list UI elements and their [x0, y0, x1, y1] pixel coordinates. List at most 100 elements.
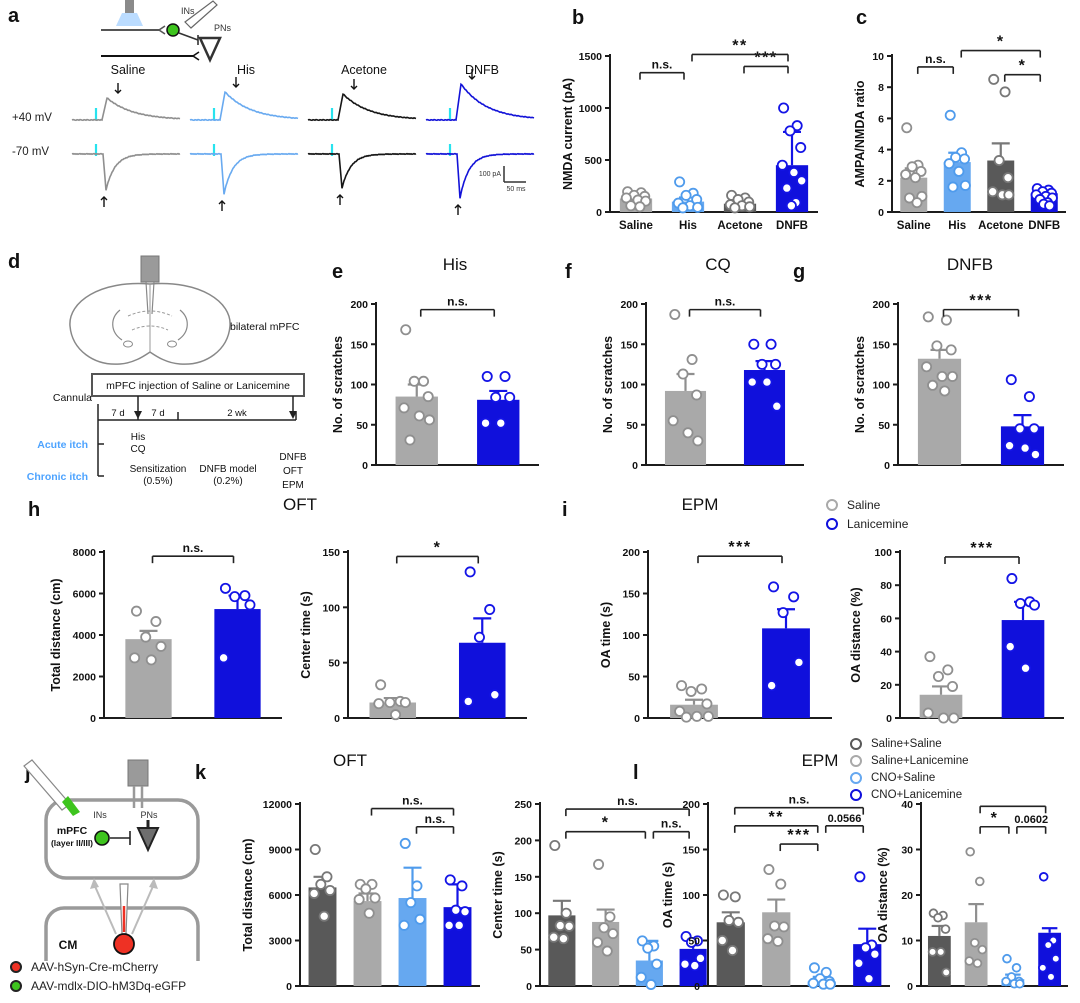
endpoint-epm: EPM — [282, 480, 304, 491]
svg-text:4: 4 — [878, 145, 884, 157]
svg-text:0: 0 — [878, 207, 884, 219]
acute-his: His — [131, 432, 145, 443]
bar-chart-svg-i1: 0 50 100 150 200 OA time (s) *** — [599, 539, 832, 725]
svg-text:No. of scratches: No. of scratches — [853, 336, 867, 433]
svg-text:100: 100 — [874, 547, 892, 559]
cannula-icon — [140, 255, 160, 283]
open-circle-marker-icon — [826, 518, 838, 530]
svg-text:0: 0 — [526, 981, 532, 993]
svg-text:50: 50 — [626, 420, 638, 432]
svg-text:His: His — [679, 220, 697, 232]
svg-text:200: 200 — [620, 299, 638, 311]
svg-text:***: *** — [728, 539, 751, 556]
significance-brackets: n.s. — [151, 541, 235, 564]
data-points — [716, 864, 881, 990]
svg-text:0: 0 — [362, 460, 368, 472]
svg-text:150: 150 — [350, 339, 368, 351]
chart-title-his: His — [442, 255, 468, 274]
svg-text:0: 0 — [694, 981, 700, 993]
svg-text:2000: 2000 — [73, 672, 97, 684]
svg-text:150: 150 — [514, 872, 532, 884]
chart-cq-scratches: 0 50 100 150 200 No. of scratches n.s. — [600, 280, 820, 480]
data-points — [308, 837, 471, 931]
svg-text:DNFB: DNFB — [776, 220, 808, 232]
svg-text:Acetone: Acetone — [341, 63, 387, 77]
svg-text:10: 10 — [872, 51, 884, 63]
svg-text:0: 0 — [596, 207, 602, 219]
light-beam-icon — [116, 13, 143, 26]
svg-text:100: 100 — [620, 380, 638, 392]
panel-label-k: k — [195, 762, 207, 784]
svg-text:*: * — [1019, 58, 1027, 75]
chart-epm-oa-distance: 0 20 40 60 80 100 OA distance (%) *** — [848, 528, 1078, 733]
chart-ampa-nmda-ratio: 0 2 4 6 8 10 AMPA/NMDA ratio n.s. * * Saline His Ace… — [852, 12, 1078, 247]
svg-text:0: 0 — [286, 981, 292, 993]
panel-label-g: g — [793, 261, 806, 283]
bar-chart-svg-g: 0 50 100 150 200 No. of scratches *** — [853, 293, 1064, 472]
svg-text:Total distance (cm): Total distance (cm) — [241, 839, 255, 952]
bar-chart-svg-k1: 0 3000 6000 9000 12000 Total distance (cm) n.s… — [241, 794, 480, 993]
ins-label: INs — [181, 6, 195, 16]
svg-text:100: 100 — [322, 602, 340, 614]
pipette-green-tip-icon — [62, 796, 80, 816]
open-circle-marker-icon — [850, 772, 862, 784]
legend-label: Saline+Saline — [871, 738, 942, 750]
chart-title-cq: CQ — [705, 255, 731, 274]
sensitization-label: Sensitization — [130, 464, 187, 475]
svg-text:200: 200 — [682, 799, 700, 811]
svg-text:6: 6 — [878, 113, 884, 125]
acute-cq: CQ — [131, 444, 146, 455]
svg-text:0: 0 — [884, 460, 890, 472]
svg-text:4000: 4000 — [73, 630, 97, 642]
bar-chart-svg-c: 0 2 4 6 8 10 AMPA/NMDA ratio n.s. * * Saline His Ace… — [853, 34, 1066, 232]
svg-text:His: His — [237, 63, 255, 77]
svg-text:OA time (s): OA time (s) — [599, 602, 613, 668]
svg-text:Total distance (cm): Total distance (cm) — [49, 579, 63, 692]
legend-saline-lanicemine: Saline Lanicemine — [826, 498, 908, 536]
svg-text:Saline: Saline — [111, 63, 146, 77]
dnfb-model-pct: (0.2%) — [213, 476, 242, 487]
arrow-down-icon — [289, 411, 297, 419]
svg-text:1500: 1500 — [579, 51, 603, 63]
chart-oft2-center-time: 0 50 100 150 200 250 Center time (s) n.s. * n.s. — [490, 778, 725, 1001]
significance-brackets: * 0.0602 — [979, 805, 1048, 834]
data-points — [620, 102, 808, 214]
panel-label-f: f — [565, 261, 572, 283]
svg-text:8: 8 — [878, 82, 884, 94]
svg-text:0: 0 — [632, 460, 638, 472]
ephys-traces: Saline His Acetone DNFB 100 pA 50 ms — [0, 62, 560, 222]
bars — [125, 594, 261, 718]
svg-text:0: 0 — [886, 713, 892, 725]
svg-text:NMDA current (pA): NMDA current (pA) — [561, 78, 575, 190]
chart-dnfb-scratches: 0 50 100 150 200 No. of scratches *** — [852, 280, 1080, 480]
legend-item: Saline+Lanicemine — [850, 755, 969, 767]
legend-label: AAV-mdlx-DIO-hM3Dq-eGFP — [31, 979, 187, 993]
svg-text:0.0566: 0.0566 — [828, 813, 862, 825]
recording-electrode-icon — [184, 0, 218, 29]
legend-label: Saline+Lanicemine — [871, 755, 969, 767]
interval-2wk: 2 wk — [227, 408, 247, 419]
svg-text:n.s.: n.s. — [402, 794, 423, 808]
bar-chart-svg-f: 0 50 100 150 200 No. of scratches n.s. — [601, 295, 804, 472]
svg-text:**: ** — [769, 809, 784, 826]
ins-label: INs — [93, 810, 107, 820]
mpfc-box — [44, 798, 200, 880]
brain-caption: bilateral mPFC — [230, 321, 300, 333]
svg-text:***: *** — [754, 49, 777, 66]
legend-item: Saline — [826, 498, 908, 512]
filled-circle-marker-icon — [10, 961, 22, 973]
bar-chart-svg-l1: 0 50 100 150 200 OA time (s) n.s. ** 0.0566 *** — [661, 793, 890, 993]
svg-text:Saline: Saline — [619, 220, 653, 232]
svg-text:80: 80 — [880, 580, 892, 592]
svg-text:50: 50 — [520, 945, 532, 957]
svg-text:His: His — [948, 220, 966, 232]
legend-label: Lanicemine — [847, 517, 909, 531]
svg-text:Saline: Saline — [897, 220, 931, 232]
svg-text:0: 0 — [634, 713, 640, 725]
svg-text:Acetone: Acetone — [717, 220, 762, 232]
significance-brackets: n.s. — [419, 295, 496, 317]
cm-injection-site-icon — [113, 933, 135, 955]
trace-saline: Saline — [71, 63, 181, 207]
legend-item: CNO+Lanicemine — [850, 789, 969, 801]
legend-item: AAV-hSyn-Cre-mCherry — [10, 960, 186, 974]
